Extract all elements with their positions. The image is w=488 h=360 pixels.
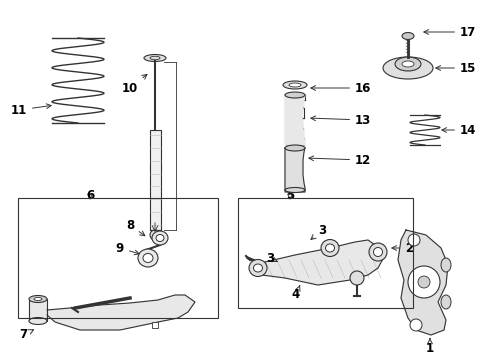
Text: 6: 6	[86, 189, 94, 202]
Ellipse shape	[288, 83, 301, 87]
Bar	[152, 322, 158, 328]
Circle shape	[409, 319, 421, 331]
Polygon shape	[47, 295, 195, 330]
Bar	[29, 299, 47, 321]
Text: 3: 3	[265, 252, 277, 265]
Ellipse shape	[382, 57, 432, 79]
Polygon shape	[251, 240, 384, 285]
Text: 17: 17	[423, 26, 475, 39]
Ellipse shape	[285, 92, 305, 98]
Ellipse shape	[401, 32, 413, 40]
Ellipse shape	[283, 81, 306, 89]
Text: 16: 16	[310, 81, 370, 95]
Text: 4: 4	[291, 285, 300, 302]
Ellipse shape	[142, 253, 153, 262]
Ellipse shape	[138, 249, 158, 267]
Ellipse shape	[143, 54, 165, 62]
Ellipse shape	[320, 239, 338, 257]
Ellipse shape	[440, 258, 450, 272]
Ellipse shape	[401, 61, 413, 67]
Text: 15: 15	[435, 62, 475, 75]
Circle shape	[417, 276, 429, 288]
Ellipse shape	[34, 297, 42, 301]
Ellipse shape	[368, 243, 386, 261]
Text: 13: 13	[310, 113, 370, 126]
Ellipse shape	[29, 318, 47, 324]
Ellipse shape	[156, 234, 163, 242]
Text: 11: 11	[11, 104, 51, 117]
Text: 2: 2	[391, 242, 412, 255]
Ellipse shape	[394, 57, 420, 71]
Circle shape	[407, 266, 439, 298]
Circle shape	[407, 234, 419, 246]
Text: 14: 14	[441, 123, 475, 136]
Ellipse shape	[29, 296, 47, 302]
Polygon shape	[285, 148, 305, 192]
Text: 5: 5	[285, 189, 293, 202]
Text: 8: 8	[125, 219, 144, 236]
Bar	[149, 130, 160, 230]
Circle shape	[349, 271, 363, 285]
Text: 7: 7	[19, 328, 34, 342]
Ellipse shape	[248, 260, 266, 276]
Ellipse shape	[253, 264, 262, 272]
Ellipse shape	[152, 231, 168, 245]
Bar	[238, 198, 412, 308]
Text: 10: 10	[122, 75, 147, 95]
Text: 9: 9	[116, 242, 139, 255]
Circle shape	[150, 230, 160, 240]
Ellipse shape	[285, 188, 305, 193]
Bar	[18, 198, 218, 318]
Text: 12: 12	[308, 153, 370, 166]
Ellipse shape	[325, 244, 334, 252]
Ellipse shape	[440, 295, 450, 309]
Text: 1: 1	[425, 339, 433, 355]
Ellipse shape	[373, 248, 382, 257]
Polygon shape	[285, 95, 305, 145]
Ellipse shape	[285, 145, 305, 151]
Text: 3: 3	[310, 224, 325, 239]
Polygon shape	[397, 230, 447, 335]
